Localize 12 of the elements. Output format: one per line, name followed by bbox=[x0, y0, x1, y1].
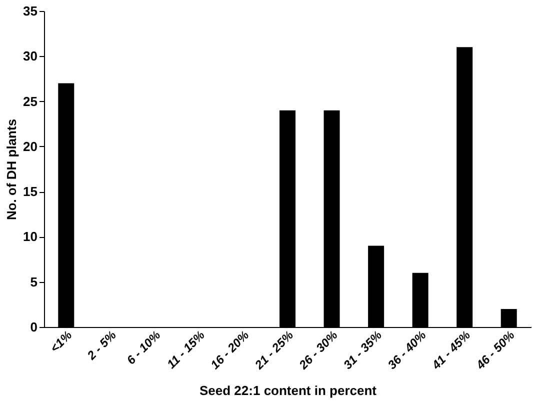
x-tick-label: 2 - 5% bbox=[84, 328, 120, 364]
y-tick-label: 20 bbox=[23, 138, 38, 154]
y-tick-label: 5 bbox=[30, 274, 38, 290]
y-tick-label: 10 bbox=[23, 229, 38, 244]
x-tick-label: <1% bbox=[47, 328, 75, 356]
y-tick-label: 0 bbox=[30, 320, 38, 334]
y-axis-title: No. of DH plants bbox=[4, 118, 20, 220]
y-tick-label: 25 bbox=[23, 94, 38, 109]
y-tick-label: 15 bbox=[23, 184, 38, 200]
x-axis-title: Seed 22:1 content in percent bbox=[200, 383, 378, 398]
y-tick-label: 30 bbox=[23, 48, 38, 64]
y-tick-label: 35 bbox=[23, 4, 38, 18]
